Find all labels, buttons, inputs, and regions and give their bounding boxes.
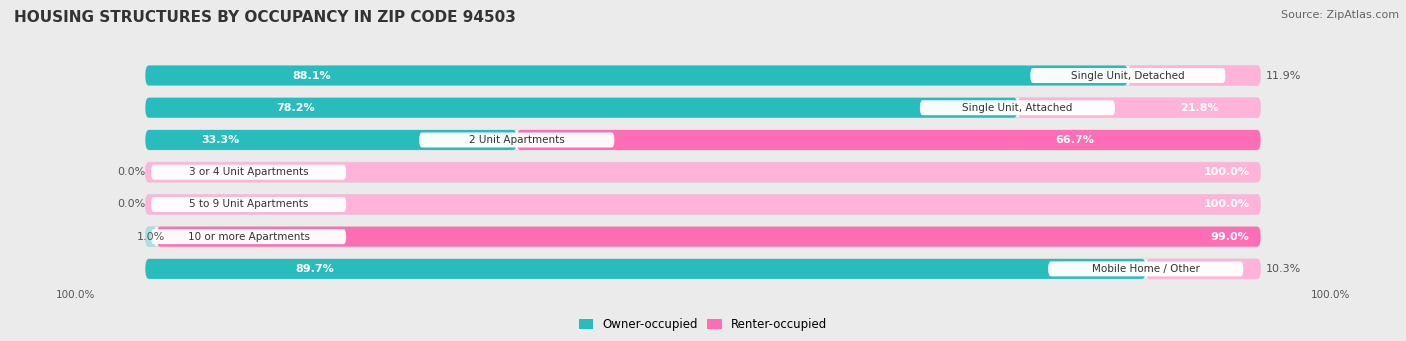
Text: 2 Unit Apartments: 2 Unit Apartments [470,135,565,145]
FancyBboxPatch shape [145,65,1261,86]
Text: 100.0%: 100.0% [56,290,96,300]
FancyBboxPatch shape [145,227,1261,247]
FancyBboxPatch shape [145,259,1261,279]
FancyBboxPatch shape [145,130,517,150]
Text: 100.0%: 100.0% [1204,167,1250,177]
Text: 99.0%: 99.0% [1211,232,1250,242]
Text: HOUSING STRUCTURES BY OCCUPANCY IN ZIP CODE 94503: HOUSING STRUCTURES BY OCCUPANCY IN ZIP C… [14,10,516,25]
Legend: Owner-occupied, Renter-occupied: Owner-occupied, Renter-occupied [574,313,832,336]
Text: Mobile Home / Other: Mobile Home / Other [1091,264,1199,274]
Text: 5 to 9 Unit Apartments: 5 to 9 Unit Apartments [188,199,308,209]
Text: Source: ZipAtlas.com: Source: ZipAtlas.com [1281,10,1399,20]
FancyBboxPatch shape [145,98,1018,118]
Text: 100.0%: 100.0% [1204,199,1250,209]
FancyBboxPatch shape [1031,68,1226,83]
FancyBboxPatch shape [419,133,614,147]
Text: 10.3%: 10.3% [1267,264,1302,274]
Text: 11.9%: 11.9% [1267,71,1302,80]
FancyBboxPatch shape [145,65,1128,86]
FancyBboxPatch shape [145,162,1261,182]
Text: 0.0%: 0.0% [117,167,145,177]
Text: 88.1%: 88.1% [292,71,332,80]
FancyBboxPatch shape [145,227,156,247]
Text: 100.0%: 100.0% [1310,290,1350,300]
FancyBboxPatch shape [517,130,1261,150]
Text: 21.8%: 21.8% [1181,103,1219,113]
FancyBboxPatch shape [1047,262,1243,277]
FancyBboxPatch shape [145,194,1261,214]
Text: 10 or more Apartments: 10 or more Apartments [187,232,309,242]
Text: 0.0%: 0.0% [117,199,145,209]
Text: 66.7%: 66.7% [1054,135,1094,145]
FancyBboxPatch shape [145,130,1261,150]
Text: 33.3%: 33.3% [201,135,239,145]
Text: Single Unit, Detached: Single Unit, Detached [1071,71,1185,80]
FancyBboxPatch shape [150,197,346,212]
FancyBboxPatch shape [145,259,1146,279]
FancyBboxPatch shape [145,162,1261,182]
Text: 89.7%: 89.7% [295,264,335,274]
Text: 78.2%: 78.2% [276,103,315,113]
Text: 1.0%: 1.0% [136,232,165,242]
FancyBboxPatch shape [145,194,1261,214]
FancyBboxPatch shape [156,227,1261,247]
Text: 3 or 4 Unit Apartments: 3 or 4 Unit Apartments [188,167,308,177]
FancyBboxPatch shape [150,229,346,244]
FancyBboxPatch shape [150,165,346,180]
FancyBboxPatch shape [920,100,1115,115]
FancyBboxPatch shape [1128,65,1261,86]
FancyBboxPatch shape [145,98,1261,118]
FancyBboxPatch shape [1146,259,1261,279]
FancyBboxPatch shape [1018,98,1261,118]
Text: Single Unit, Attached: Single Unit, Attached [962,103,1073,113]
